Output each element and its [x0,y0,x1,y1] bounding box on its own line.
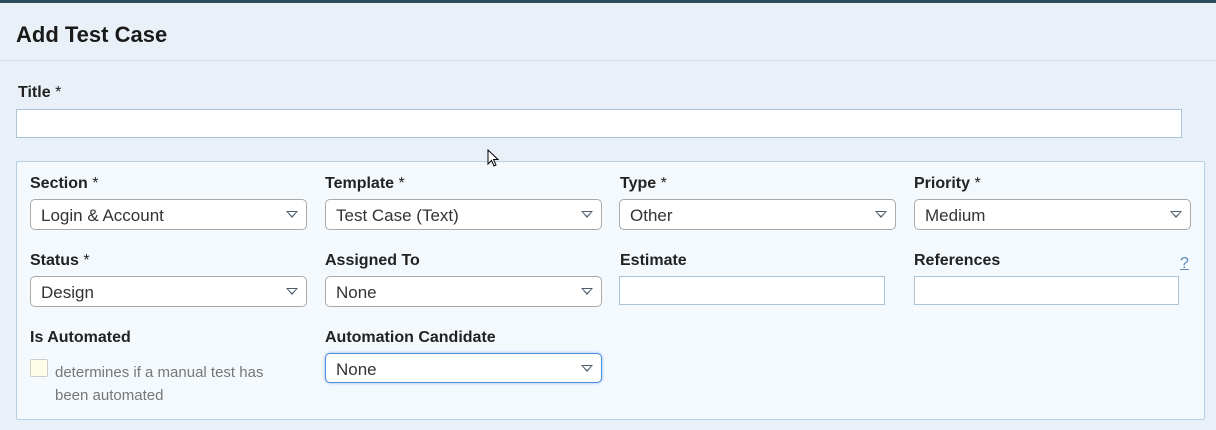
chevron-down-icon [286,211,298,218]
is-automated-checkbox[interactable] [30,359,48,377]
chevron-down-icon [581,288,593,295]
chevron-down-icon [875,211,887,218]
automation-candidate-select[interactable]: None [325,353,602,383]
section-label: Section * [30,175,99,192]
status-label: Status * [30,252,90,269]
references-help-link[interactable]: ? [1180,255,1189,272]
type-select[interactable]: Other [619,199,896,230]
estimate-input[interactable] [619,276,885,305]
chevron-down-icon [1170,211,1182,218]
automation-candidate-label: Automation Candidate [325,329,496,346]
mouse-cursor-icon [487,149,500,167]
chevron-down-icon [286,288,298,295]
title-label: Title * [18,84,62,101]
references-input[interactable] [914,276,1179,305]
status-select[interactable]: Design [30,276,307,307]
top-bar [0,0,1216,3]
section-select[interactable]: Login & Account [30,199,307,230]
template-select[interactable]: Test Case (Text) [325,199,602,230]
page-header: Add Test Case [0,3,1216,61]
page-title: Add Test Case [16,22,168,47]
is-automated-description: determines if a manual test has been aut… [55,364,264,404]
references-label: References [914,252,1001,269]
assigned-to-label: Assigned To [325,252,420,269]
template-label: Template * [325,175,405,192]
chevron-down-icon [581,365,593,372]
type-label: Type * [620,175,667,192]
estimate-label: Estimate [620,252,687,269]
chevron-down-icon [581,211,593,218]
priority-select[interactable]: Medium [914,199,1191,230]
title-input[interactable] [16,109,1182,138]
is-automated-label: Is Automated [30,329,131,346]
assigned-to-select[interactable]: None [325,276,602,307]
priority-label: Priority * [914,175,981,192]
